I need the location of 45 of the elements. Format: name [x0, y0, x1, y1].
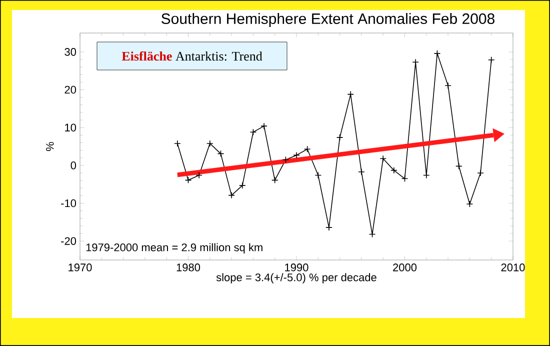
point — [336, 134, 344, 141]
point — [282, 156, 290, 164]
chart-title: Southern Hemisphere Extent Anomalies Feb 2008 — [162, 13, 494, 27]
point — [401, 175, 408, 182]
point — [304, 146, 311, 153]
point — [455, 162, 462, 170]
point — [174, 140, 181, 147]
point — [347, 90, 354, 98]
point — [293, 152, 300, 159]
annotation: 1979-2000 mean = 2.9 million sq km — [86, 243, 262, 254]
point — [368, 230, 376, 238]
point — [196, 172, 202, 179]
point — [206, 140, 214, 147]
point — [260, 122, 268, 130]
annotation: Antarktis: Trend — [176, 51, 262, 61]
x-tick-label: 1970 — [68, 264, 92, 272]
y-tick-label: 30 — [64, 48, 76, 56]
point — [466, 200, 474, 208]
point — [358, 168, 365, 176]
point — [314, 172, 322, 179]
point — [380, 155, 386, 162]
x-tick-label: 2010 — [501, 264, 525, 272]
point — [326, 224, 332, 231]
x-tick-label: 2000 — [393, 264, 417, 272]
point — [228, 192, 235, 199]
x-tick-label: 1990 — [285, 264, 308, 272]
point — [271, 176, 278, 184]
y-tick-label: -10 — [61, 199, 76, 208]
y-tick-label: 20 — [64, 86, 76, 94]
point — [217, 150, 224, 158]
x-axis-title: slope = 3.4(+/-5.0) % per decade — [216, 273, 376, 284]
y-tick-label: -20 — [61, 237, 76, 245]
point — [434, 50, 441, 57]
annotation: Eisfläche — [122, 51, 172, 61]
point — [477, 170, 484, 176]
point — [250, 128, 257, 136]
point — [488, 56, 495, 64]
y-axis-title: % — [46, 142, 54, 151]
point — [390, 166, 398, 174]
point — [444, 82, 452, 89]
x-tick-label: 1980 — [176, 264, 200, 272]
point — [184, 176, 192, 184]
point — [238, 182, 246, 189]
y-tick-label: 0 — [70, 162, 76, 170]
y-tick-label: 10 — [65, 124, 76, 132]
